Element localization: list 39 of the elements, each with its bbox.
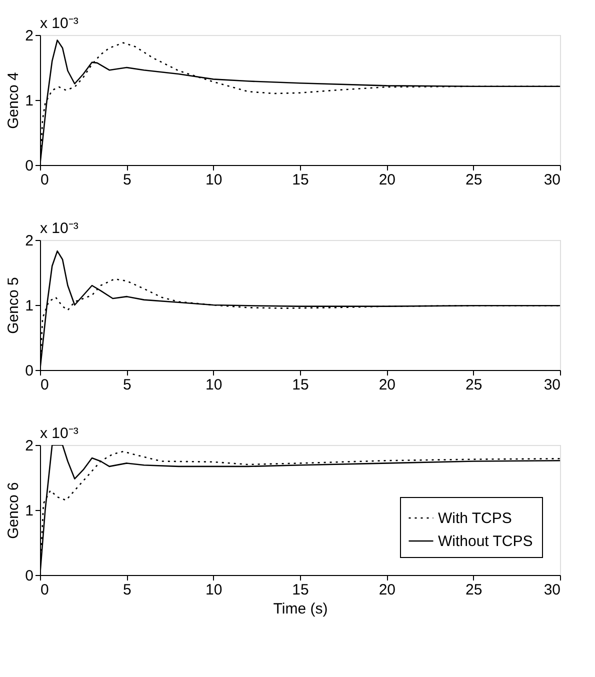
y-tick-label: 0	[25, 362, 34, 380]
x-tick-label: 20	[378, 172, 396, 188]
text: x 10⁻³	[40, 425, 78, 442]
y-tick-label: 0	[25, 158, 34, 174]
y-tick-label: 2	[25, 232, 34, 250]
x-axis-title: Time (s)	[273, 600, 328, 618]
x-tick-label: 5	[122, 582, 132, 598]
x-tick-label: 0	[40, 582, 49, 598]
x-tick-label: 5	[122, 172, 132, 188]
y-axis-title: Genco 6	[5, 482, 22, 539]
x-tick-label: 20	[378, 376, 396, 394]
x-tick-label: 25	[465, 172, 482, 188]
x-tick-label: 10	[205, 582, 222, 598]
x-tick-label: 0	[40, 172, 49, 188]
x-tick-label: 10	[205, 172, 222, 188]
legend-label: Without TCPS	[438, 533, 533, 550]
y-tick-label: 1	[25, 502, 34, 520]
x-tick-label: 20	[378, 582, 396, 598]
x-tick-label: 10	[205, 376, 222, 394]
x-tick-label: 30	[544, 376, 560, 394]
x-tick-label: 25	[465, 582, 482, 598]
y-axis-title: Genco 5	[5, 277, 22, 334]
x-tick-label: 15	[292, 172, 309, 188]
text: x 10⁻³	[40, 220, 78, 237]
y-tick-label: 2	[25, 438, 34, 454]
x-tick-label: 15	[292, 582, 309, 598]
y-tick-label: 1	[25, 92, 34, 110]
x-tick-label: 15	[292, 376, 309, 394]
x-tick-label: 30	[544, 582, 560, 598]
y-tick-label: 0	[25, 568, 34, 584]
x-tick-label: 0	[40, 376, 49, 394]
x-tick-label: 5	[122, 376, 132, 394]
x-tick-label: 25	[465, 376, 482, 394]
y-axis-title: Genco 4	[5, 72, 22, 129]
legend-label: With TCPS	[438, 510, 512, 527]
y-tick-label: 1	[25, 298, 34, 314]
y-tick-label: 2	[25, 28, 34, 44]
text: x 10⁻³	[40, 15, 78, 32]
x-tick-label: 30	[544, 172, 560, 188]
